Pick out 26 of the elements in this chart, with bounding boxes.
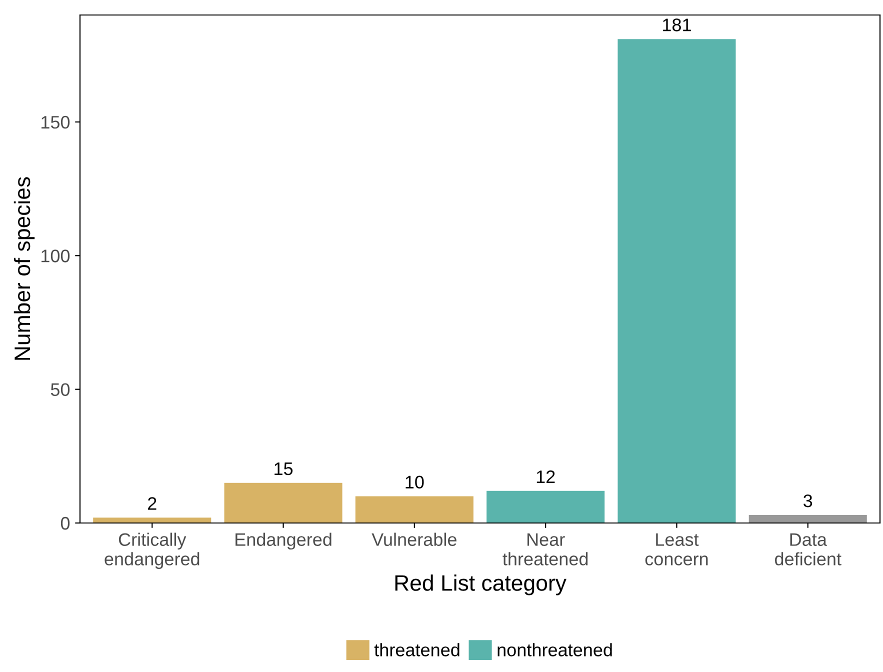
x-axis-title: Red List category (395, 574, 566, 596)
x-tick-label: Least concern (645, 533, 708, 566)
data-label: 10 (406, 476, 424, 489)
bar (93, 518, 212, 523)
x-tick-label: Vulnerable (372, 532, 456, 546)
y-axis-title: Number of species (14, 177, 35, 360)
bar (355, 496, 474, 523)
data-label: 12 (536, 470, 555, 484)
y-tick-label: 100 (42, 250, 70, 262)
data-label: 2 (148, 497, 156, 510)
y-tick-label: 150 (42, 116, 70, 129)
x-tick-label: Critically endangered (104, 532, 200, 569)
data-label: 181 (663, 18, 691, 32)
data-label: 15 (274, 462, 293, 476)
bar (748, 514, 867, 523)
y-tick-label: 50 (50, 383, 70, 396)
x-tick-label: Endangered (236, 532, 332, 550)
x-tick-label: Data deficient (775, 533, 842, 566)
x-tick-label: Near threatened (502, 533, 588, 566)
bar (224, 482, 342, 523)
legend-label: nonthreatened (498, 643, 612, 656)
bar (486, 490, 605, 523)
legend-label: threatened (374, 643, 460, 656)
bar (618, 39, 736, 523)
data-label: 3 (804, 494, 812, 508)
y-tick-label: 0 (60, 516, 70, 530)
